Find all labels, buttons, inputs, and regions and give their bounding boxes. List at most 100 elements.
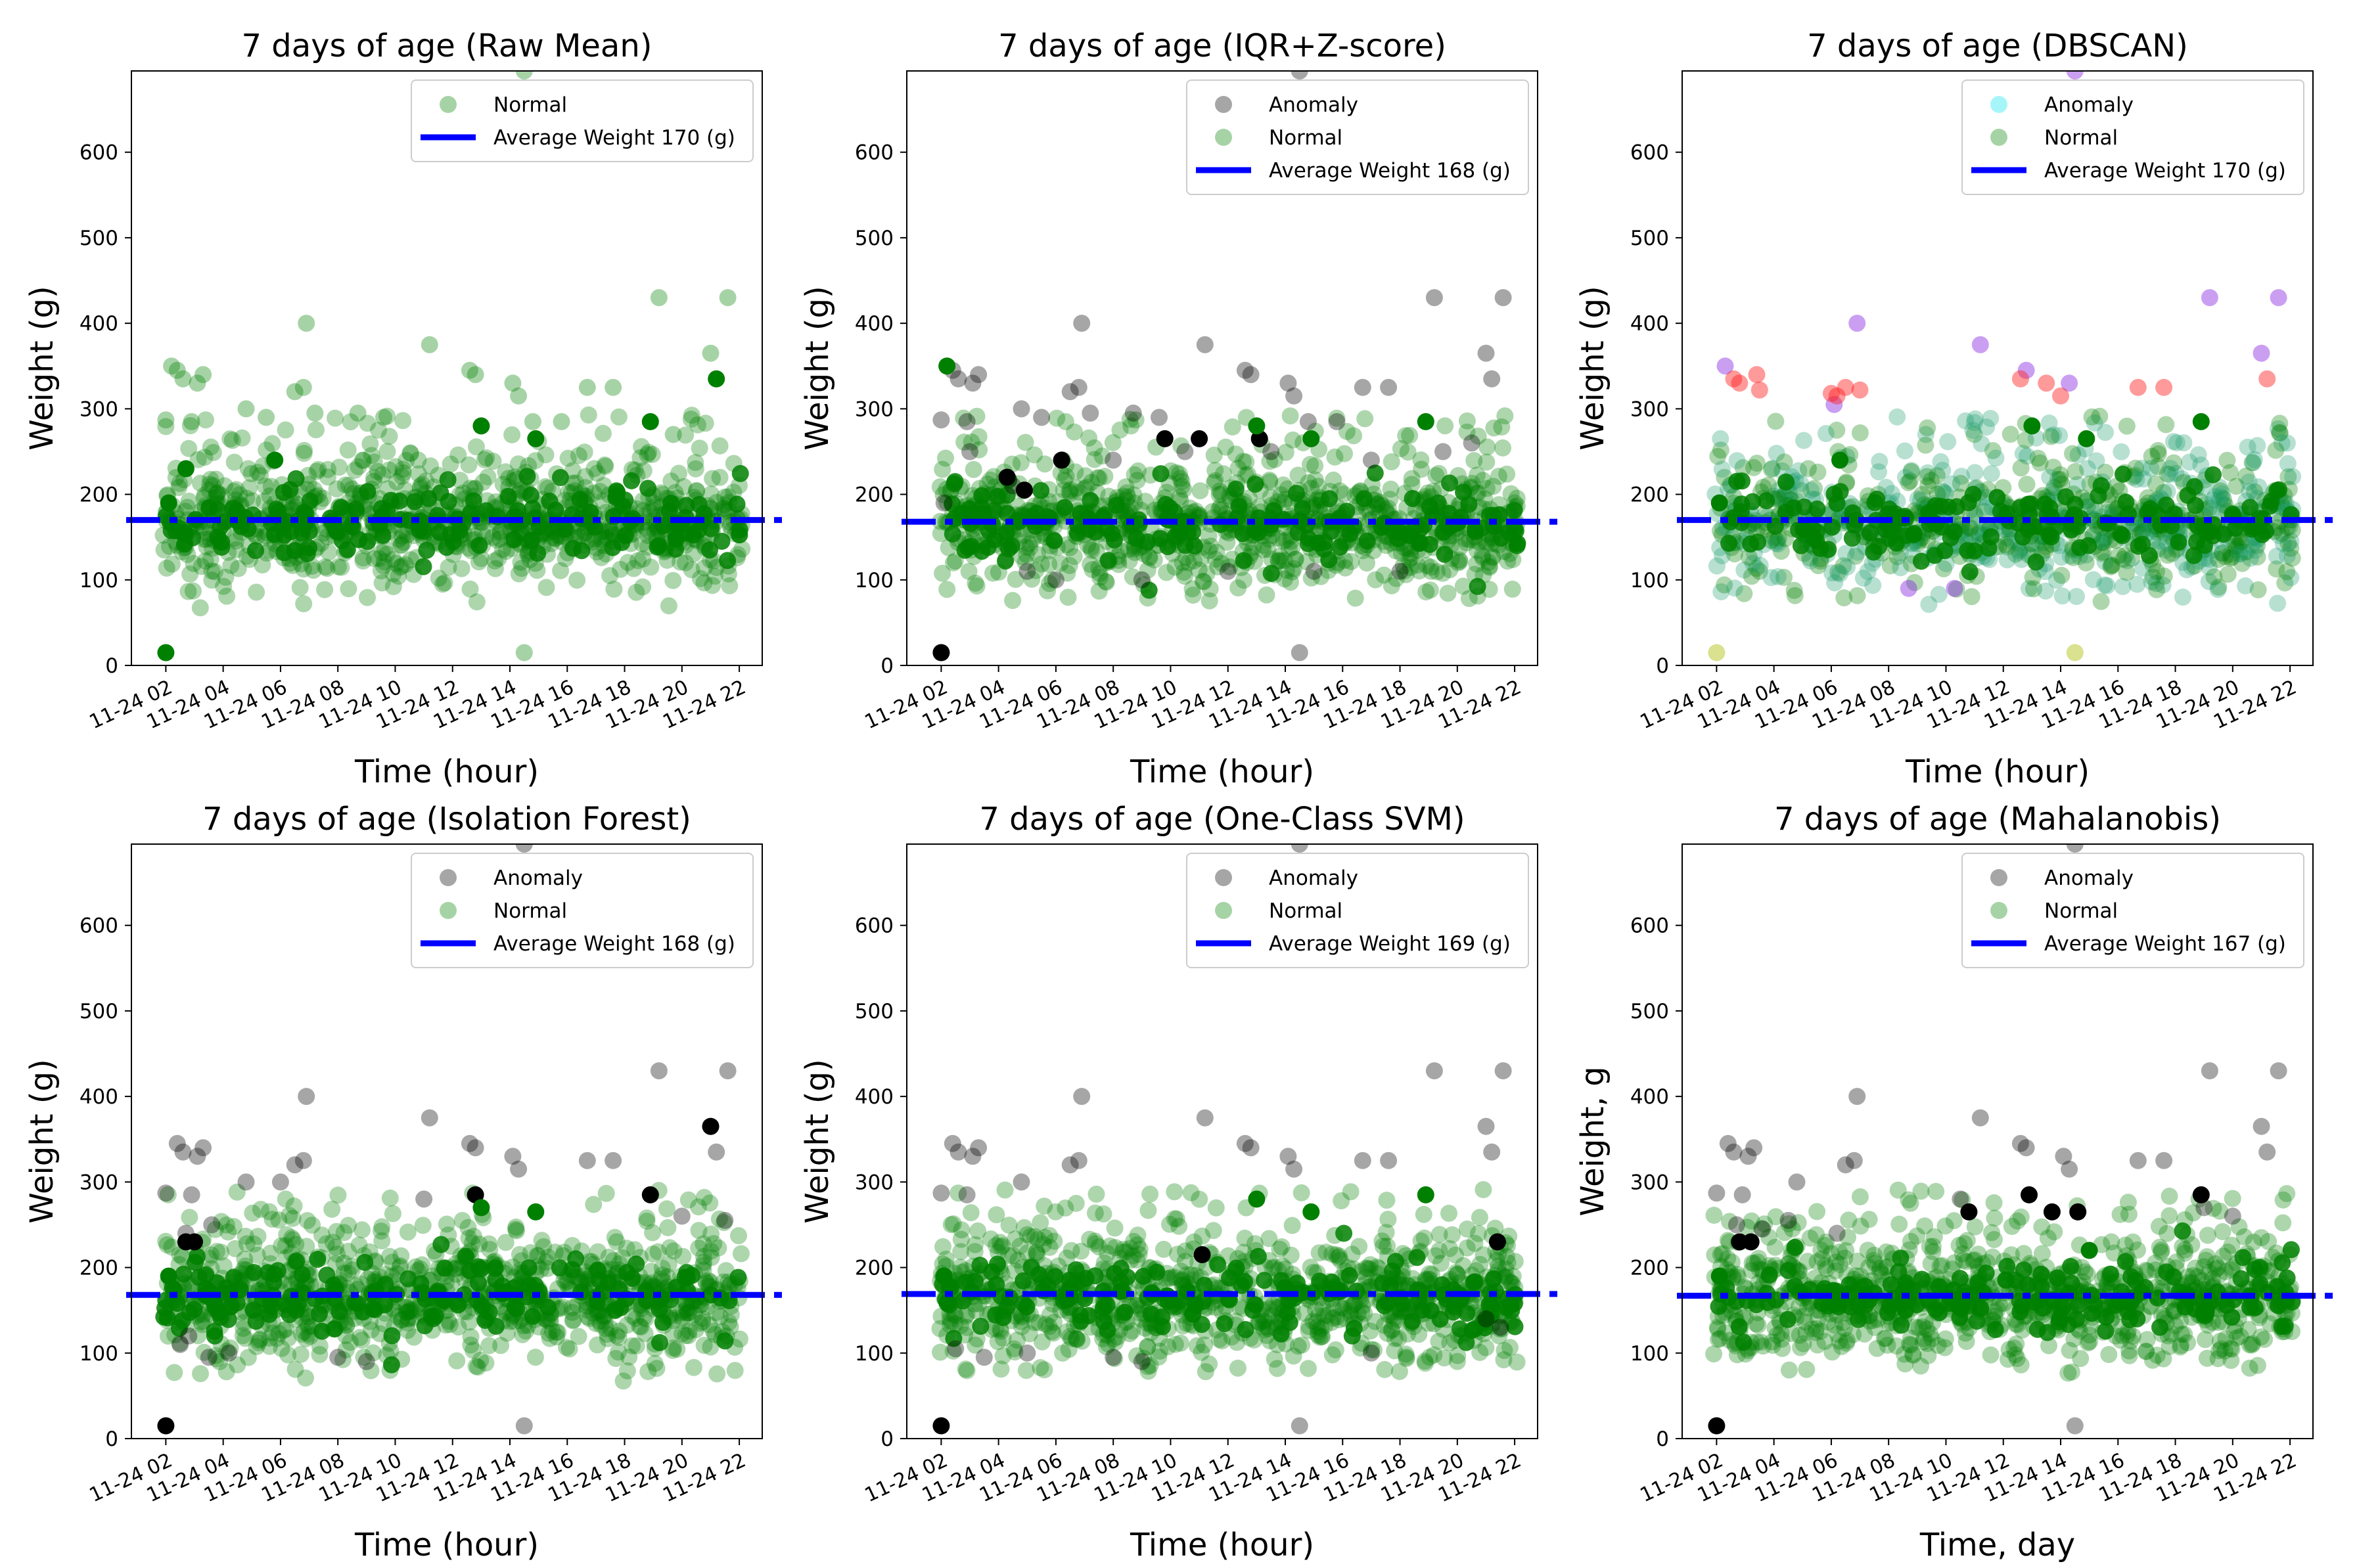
data-point (594, 492, 612, 510)
data-point (1003, 455, 1021, 473)
data-point (1082, 556, 1099, 573)
data-point (609, 1343, 627, 1361)
y-tick-label: 200 (80, 483, 118, 507)
data-point (1964, 485, 1982, 503)
data-point (384, 1205, 401, 1222)
data-point (982, 471, 999, 489)
data-point (1733, 472, 1751, 490)
data-point (401, 445, 419, 462)
data-point (1468, 466, 1486, 484)
series-point (157, 411, 175, 429)
series-point (2155, 378, 2173, 396)
series-point (220, 1344, 238, 1362)
data-point (1205, 446, 1223, 464)
data-point (732, 1245, 750, 1263)
data-point (1139, 561, 1156, 579)
data-point (1017, 538, 1035, 556)
data-point (969, 1222, 987, 1240)
data-point (195, 1343, 213, 1361)
data-point (293, 1266, 311, 1284)
data-point (1103, 525, 1121, 543)
data-point (275, 1322, 292, 1339)
data-point (677, 426, 695, 444)
data-point (1087, 543, 1105, 560)
data-point (2046, 479, 2063, 496)
data-point (261, 1330, 279, 1347)
data-point (1018, 1244, 1036, 1262)
data-point (331, 459, 348, 476)
data-point (1166, 1335, 1184, 1353)
data-point (472, 1351, 490, 1369)
data-point (634, 578, 652, 596)
data-point (1089, 469, 1107, 487)
data-point (2000, 529, 2017, 547)
data-point (1183, 580, 1201, 598)
data-point (203, 571, 221, 589)
data-point (639, 1363, 657, 1380)
data-point (2278, 518, 2296, 536)
data-point (1469, 484, 1487, 502)
series-point (510, 387, 528, 405)
data-point (1792, 474, 1810, 492)
data-point (539, 1248, 557, 1266)
data-point (982, 1230, 999, 1248)
data-point (581, 1310, 599, 1328)
data-point (513, 560, 530, 577)
data-point (1158, 564, 1176, 581)
legend-box (1186, 79, 1529, 195)
data-point (1957, 412, 1975, 430)
data-point (455, 1286, 473, 1303)
data-point (1230, 497, 1248, 515)
data-point (638, 1213, 656, 1230)
data-point (468, 593, 486, 611)
data-point (1966, 410, 1984, 428)
data-point (288, 1253, 306, 1270)
data-point (211, 1353, 229, 1370)
data-point (932, 512, 949, 530)
data-point (638, 1209, 656, 1227)
data-point (1187, 502, 1204, 520)
data-point (641, 503, 658, 521)
data-point (1043, 571, 1061, 589)
data-point (1936, 542, 1954, 560)
data-point (335, 1254, 353, 1272)
data-point (1321, 490, 1338, 508)
data-point (597, 1184, 615, 1202)
data-point (250, 1332, 267, 1349)
data-point (2271, 414, 2289, 432)
data-point (1139, 1362, 1157, 1380)
data-point (1421, 498, 1438, 516)
data-point (514, 1326, 532, 1343)
data-point (155, 541, 173, 558)
data-point (2051, 466, 2069, 483)
data-point (713, 533, 731, 550)
data-point (438, 1215, 455, 1233)
data-point (1501, 1273, 1519, 1291)
data-point (1017, 554, 1034, 571)
data-point (1933, 497, 1950, 515)
data-point (484, 529, 502, 547)
series-point (1328, 413, 1346, 430)
data-point (1345, 427, 1363, 445)
data-point (522, 1244, 539, 1261)
data-point (528, 562, 546, 579)
data-point (1067, 1194, 1085, 1212)
data-point (661, 1239, 679, 1257)
data-point (354, 1221, 371, 1239)
series-point (186, 1233, 203, 1251)
data-point (1040, 556, 1058, 573)
data-point (2159, 547, 2176, 564)
data-point (1436, 417, 1454, 435)
data-point (1367, 571, 1384, 589)
data-point (1205, 474, 1223, 491)
data-point (453, 560, 470, 577)
data-point (589, 1243, 606, 1261)
data-point (670, 464, 687, 482)
data-point (2019, 447, 2036, 465)
data-point (628, 1255, 645, 1273)
data-point (305, 562, 323, 579)
data-point (200, 481, 218, 499)
data-point (378, 545, 396, 563)
data-point (570, 447, 587, 464)
data-point (362, 1321, 380, 1339)
